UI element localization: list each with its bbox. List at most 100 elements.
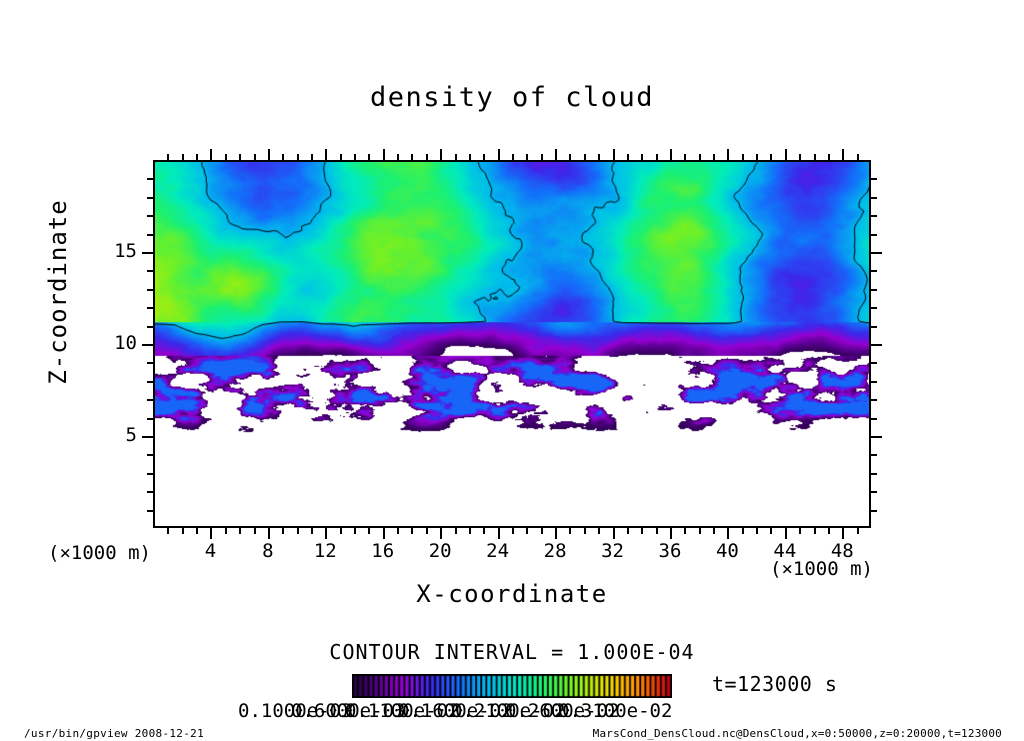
x-tick — [368, 154, 370, 160]
x-tick — [196, 528, 198, 534]
x-tick-label: 8 — [262, 540, 274, 562]
y-tick — [142, 436, 153, 438]
x-tick — [426, 154, 428, 160]
time-label: t=123000 s — [712, 672, 838, 696]
density-heatmap-canvas — [155, 162, 869, 526]
colorbar-tick-label: 0.6000e-03 — [291, 700, 406, 722]
x-tick — [828, 528, 830, 534]
y-tick — [871, 344, 882, 346]
y-tick — [147, 510, 153, 512]
x-tick-label: 28 — [543, 540, 567, 562]
x-tick — [455, 154, 457, 160]
x-tick — [742, 528, 744, 534]
x-tick — [340, 154, 342, 160]
y-tick — [871, 252, 882, 254]
x-axis-unit-label: (×1000 m) — [770, 558, 873, 580]
x-tick — [498, 149, 500, 160]
y-tick — [147, 381, 153, 383]
x-tick — [311, 528, 313, 534]
x-tick — [440, 149, 442, 160]
x-tick — [483, 528, 485, 534]
x-tick — [268, 149, 270, 160]
x-tick — [569, 154, 571, 160]
x-tick-label: 4 — [204, 540, 217, 562]
y-tick — [142, 344, 153, 346]
y-tick — [871, 399, 877, 401]
x-tick — [842, 528, 844, 539]
x-tick — [699, 154, 701, 160]
y-tick — [147, 197, 153, 199]
x-tick — [598, 154, 600, 160]
colorbar-tick-label: 0.3100e-02 — [558, 700, 673, 722]
x-tick — [684, 528, 686, 534]
x-tick — [541, 154, 543, 160]
x-tick — [268, 528, 270, 539]
x-tick — [569, 528, 571, 534]
x-tick — [555, 528, 557, 539]
y-tick — [147, 454, 153, 456]
x-tick — [713, 528, 715, 534]
x-tick — [814, 154, 816, 160]
y-tick — [147, 399, 153, 401]
x-tick — [182, 154, 184, 160]
x-tick — [254, 154, 256, 160]
x-tick — [469, 154, 471, 160]
x-tick — [584, 154, 586, 160]
y-tick — [147, 473, 153, 475]
colorbar-gradient — [352, 674, 672, 698]
x-tick — [727, 528, 729, 539]
x-tick — [210, 528, 212, 539]
y-tick — [871, 270, 877, 272]
x-tick — [397, 528, 399, 534]
y-tick — [871, 418, 877, 420]
x-tick — [684, 154, 686, 160]
x-tick-label: 20 — [428, 540, 452, 562]
x-tick — [670, 149, 672, 160]
y-tick-label: 5 — [125, 424, 137, 446]
x-tick — [699, 528, 701, 534]
x-tick — [770, 528, 772, 534]
y-axis-title: Z-coordinate — [44, 199, 72, 385]
y-tick — [871, 362, 877, 364]
x-tick — [167, 528, 169, 534]
x-tick — [756, 154, 758, 160]
x-tick — [297, 528, 299, 534]
x-tick — [411, 528, 413, 534]
y-axis-unit-label: (×1000 m) — [48, 542, 151, 564]
x-axis-title: X-coordinate — [416, 580, 608, 608]
y-tick — [147, 326, 153, 328]
x-tick — [727, 149, 729, 160]
x-tick — [254, 528, 256, 534]
x-tick — [713, 154, 715, 160]
y-tick — [871, 473, 877, 475]
x-tick — [613, 528, 615, 539]
x-tick — [756, 528, 758, 534]
x-tick — [225, 528, 227, 534]
colorbar-tick-label: 0.1000e-03 — [238, 700, 353, 722]
x-tick — [656, 528, 658, 534]
x-tick — [512, 154, 514, 160]
x-tick — [627, 154, 629, 160]
x-tick — [167, 154, 169, 160]
y-tick — [871, 289, 877, 291]
footer-command: /usr/bin/gpview 2008-12-21 — [24, 727, 204, 740]
x-tick — [239, 528, 241, 534]
x-tick — [541, 528, 543, 534]
y-tick — [871, 197, 877, 199]
colorbar — [352, 674, 672, 698]
y-tick — [871, 326, 877, 328]
x-tick — [426, 528, 428, 534]
x-tick — [785, 528, 787, 539]
y-tick — [147, 178, 153, 180]
x-tick — [641, 528, 643, 534]
y-tick — [871, 215, 877, 217]
x-tick — [383, 528, 385, 539]
x-tick — [656, 154, 658, 160]
y-tick — [142, 252, 153, 254]
x-tick-label: 44 — [773, 540, 797, 562]
x-tick — [383, 149, 385, 160]
x-tick — [354, 154, 356, 160]
x-tick — [325, 528, 327, 539]
x-tick — [282, 528, 284, 534]
